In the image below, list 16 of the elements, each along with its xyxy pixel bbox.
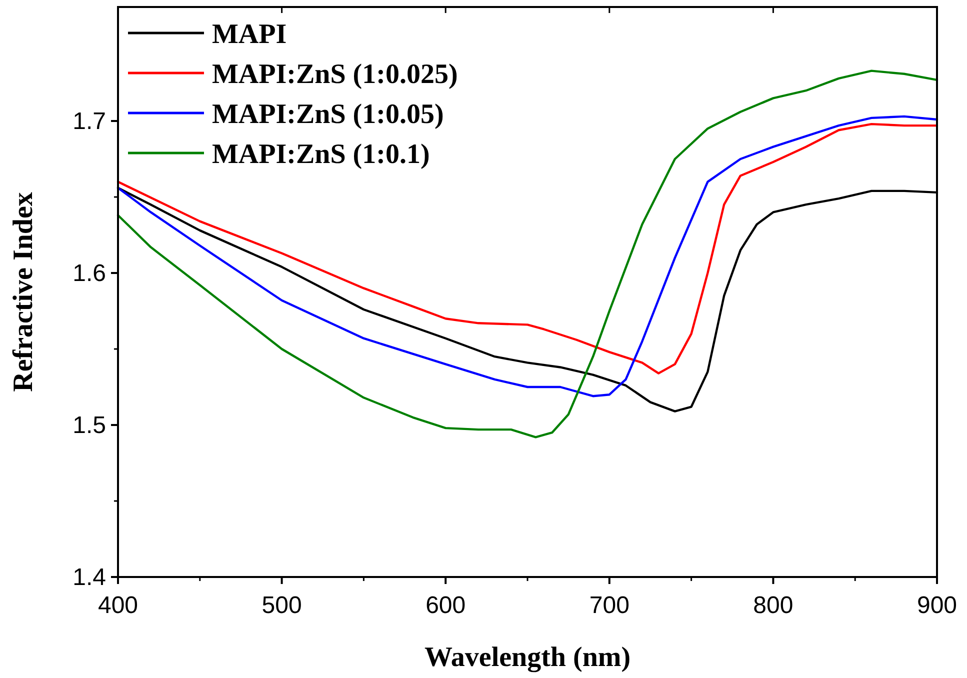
x-tick-label: 700 — [589, 592, 630, 619]
legend-label: MAPI:ZnS (1:0.05) — [212, 99, 444, 130]
y-tick-label: 1.7 — [72, 108, 106, 135]
legend-label: MAPI:ZnS (1:0.1) — [212, 139, 430, 170]
x-tick-label: 600 — [426, 592, 466, 619]
x-tick-label: 800 — [753, 592, 794, 619]
x-axis-title: Wavelength (nm) — [424, 642, 631, 673]
legend-label: MAPI — [212, 19, 287, 50]
x-tick-label: 400 — [98, 592, 138, 619]
y-tick-label: 1.4 — [72, 564, 106, 591]
x-tick-label: 500 — [262, 592, 302, 619]
x-tick-label: 900 — [916, 592, 958, 619]
y-axis-title: Refractive Index — [8, 192, 39, 392]
legend-label: MAPI:ZnS (1:0.025) — [212, 59, 458, 90]
y-tick-label: 1.6 — [72, 260, 106, 287]
y-tick-label: 1.5 — [72, 412, 106, 439]
